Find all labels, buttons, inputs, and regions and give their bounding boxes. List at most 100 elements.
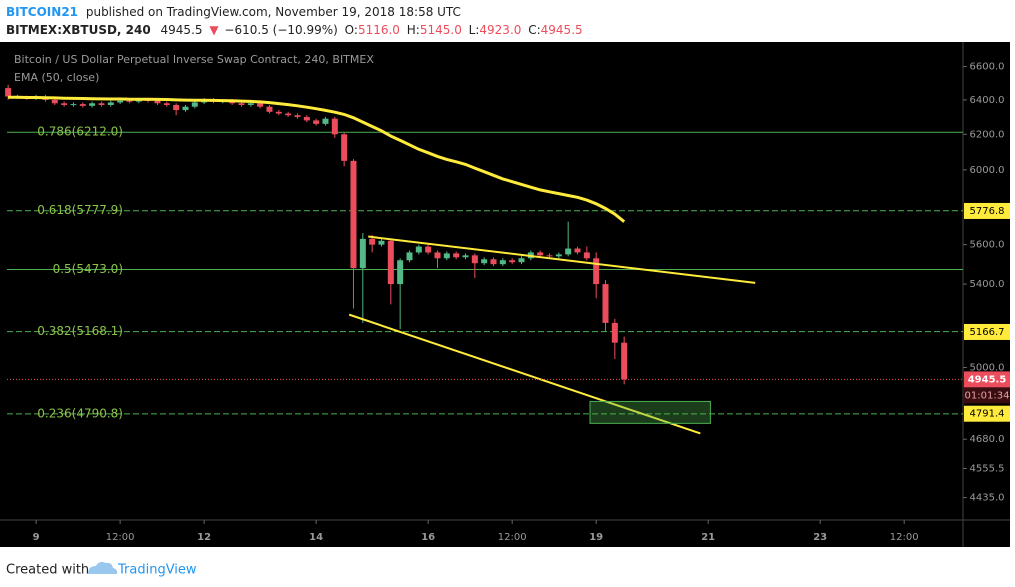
candle-body (490, 259, 497, 265)
candle-body (285, 113, 292, 116)
open: 5116.0 (358, 23, 400, 37)
price-tag (964, 405, 1010, 422)
candle-body (359, 238, 366, 269)
change: −610.5 (−10.99%) (224, 23, 337, 37)
candle-body (611, 322, 618, 343)
low: 4923.0 (479, 23, 521, 37)
arrow: ▼ (209, 23, 219, 37)
candle-body (135, 99, 142, 102)
candle-body (583, 252, 590, 259)
candle-body (117, 100, 124, 103)
target-zone (589, 400, 711, 424)
candle-body (191, 102, 198, 107)
x-tick-label: 16 (421, 532, 435, 543)
candle-body (154, 100, 161, 104)
candle-body (247, 103, 254, 105)
ema-line (8, 95, 626, 223)
symbol-line: BITMEX:XBTUSD, 240 4945.5 ▼ −610.5 (−10.… (6, 23, 583, 37)
candle-body (98, 103, 105, 105)
candle-body (5, 88, 12, 97)
candle-body (602, 284, 609, 323)
x-tick-label: 19 (589, 532, 603, 543)
last: 4945.5 (161, 23, 203, 37)
fib-label: 0.5(5473.0) (53, 262, 123, 276)
candle-body (79, 104, 86, 106)
high: 5145.0 (420, 23, 462, 37)
chart-title: Bitcoin / US Dollar Perpetual Inverse Sw… (14, 53, 374, 66)
candle-body (378, 240, 385, 245)
candle-body (89, 103, 96, 106)
candle-body (593, 258, 600, 285)
candle-body (574, 248, 581, 253)
candle-body (331, 118, 338, 135)
chart-background (0, 42, 1010, 547)
candle-body (537, 252, 544, 256)
footer-brand[interactable]: TradingView (117, 563, 197, 578)
candle-body (126, 100, 133, 102)
x-tick-label: 12:00 (890, 532, 919, 543)
candle-body (546, 255, 553, 257)
x-tick-label: 12 (197, 532, 211, 543)
candle-body (369, 238, 376, 245)
candle-body (313, 120, 320, 124)
candle-body (51, 99, 58, 104)
candle-body (163, 103, 170, 105)
candle-body (322, 118, 329, 124)
x-tick-label: 14 (309, 532, 323, 543)
candle-body (565, 248, 572, 255)
countdown-tag (964, 387, 1010, 404)
last-price-label: 4945.5 (968, 374, 1007, 385)
candle-body (462, 255, 469, 258)
last-price-tag (964, 371, 1010, 388)
candle-body (555, 254, 562, 257)
close-label: C: (528, 23, 540, 37)
candle-body (294, 115, 301, 117)
x-tick-label: 21 (701, 532, 715, 543)
y-tick-label: 4555.5 (970, 463, 1005, 474)
candle-body (621, 342, 628, 380)
candle-body (434, 252, 441, 259)
price-tag-label: 4791.4 (970, 409, 1005, 420)
price-tag (964, 323, 1010, 340)
y-tick-label: 5600.0 (970, 240, 1005, 251)
trend-line (368, 235, 756, 284)
candle-body (499, 260, 506, 265)
price-tag-label: 5166.7 (970, 327, 1005, 338)
y-tick-label: 5400.0 (970, 279, 1005, 290)
symbol: BITMEX:XBTUSD, 240 (6, 23, 151, 37)
published: published on TradingView.com, November 1… (86, 5, 461, 19)
y-tick-label: 6000.0 (970, 165, 1005, 176)
fib-label: 0.786(6212.0) (37, 125, 123, 139)
candle-body (387, 240, 394, 285)
y-tick-label: 5000.0 (970, 363, 1005, 374)
footer-logo (88, 562, 118, 574)
trend-line (348, 313, 701, 435)
footer-created: Created with (6, 563, 89, 578)
header-line: BITCOIN21 published on TradingView.com, … (6, 5, 461, 19)
candle-body (341, 134, 348, 161)
y-tick-label: 6600.0 (970, 62, 1005, 73)
author[interactable]: BITCOIN21 (6, 5, 78, 19)
x-tick-label: 23 (813, 532, 827, 543)
candle-body (107, 102, 114, 105)
candle-body (453, 253, 460, 258)
candle-body (61, 103, 68, 105)
candle-body (481, 259, 488, 264)
x-tick-label: 9 (33, 532, 40, 543)
candle-body (182, 106, 189, 111)
candle-body (173, 104, 180, 111)
y-tick-label: 6400.0 (970, 95, 1005, 106)
y-tick-label: 6200.0 (970, 129, 1005, 140)
y-tick-label: 4435.0 (970, 493, 1005, 504)
low-label: L: (469, 23, 480, 37)
price-tag (964, 202, 1010, 219)
candle-body (415, 246, 422, 253)
high-label: H: (407, 23, 420, 37)
price-tag-label: 5776.8 (970, 206, 1005, 217)
fib-label: 0.236(4790.8) (37, 406, 123, 420)
candle-body (303, 116, 310, 121)
x-tick-label: 12:00 (498, 532, 527, 543)
candle-body (70, 104, 77, 106)
candle-body (266, 106, 273, 112)
